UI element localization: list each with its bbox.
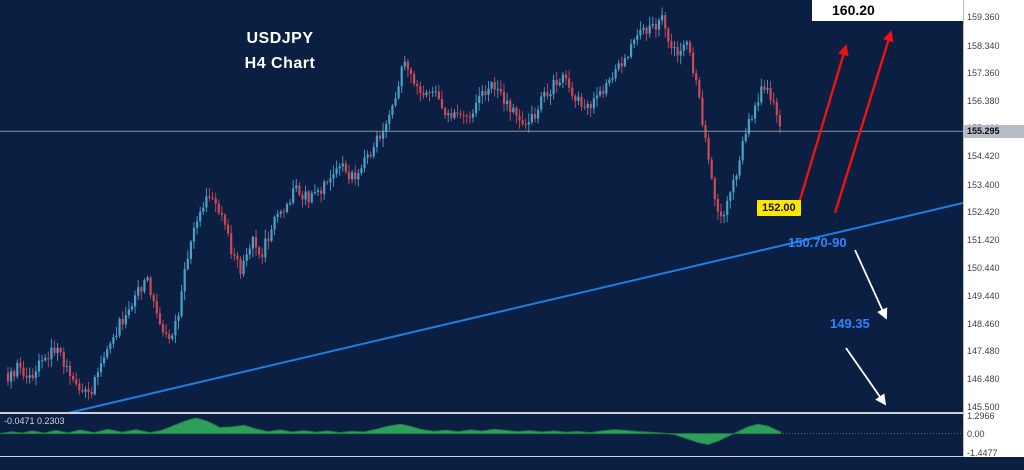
- bottom-bar: [0, 457, 1024, 470]
- candlestick-series: [6, 7, 781, 400]
- bottom-separator: [0, 456, 1024, 457]
- indicator-axis-label: -1.4477: [967, 448, 998, 459]
- price-axis-label: 150.440: [967, 262, 1000, 273]
- panel-separator[interactable]: [0, 412, 1024, 414]
- price-axis-label: 157.360: [967, 68, 1000, 79]
- price-axis-label: 156.380: [967, 95, 1000, 106]
- upper-target-text: 160.20: [832, 2, 875, 18]
- timeframe-label: H4 Chart: [244, 55, 316, 72]
- bearish-arrow: [854, 249, 888, 320]
- oscillator-chart: [0, 417, 963, 446]
- support-trendline[interactable]: [0, 202, 963, 412]
- bearish-arrow: [845, 347, 887, 406]
- price-axis-label: 148.460: [967, 318, 1000, 329]
- upper-target-chip: 160.20: [812, 0, 963, 21]
- price-axis-label: 145.500: [967, 401, 1000, 412]
- main-chart-area[interactable]: USDJPY H4 Chart 160.20 152.00 150.70-90 …: [0, 0, 963, 412]
- oscillator-area: [1, 417, 782, 446]
- price-axis-label: 149.440: [967, 291, 1000, 302]
- indicator-panel[interactable]: -0.0471 0.2303: [0, 414, 963, 456]
- bullish-arrow: [795, 44, 849, 211]
- price-axis-label: 158.340: [967, 40, 1000, 51]
- indicator-values: -0.0471 0.2303: [4, 416, 65, 426]
- bullish-arrow: [833, 30, 894, 214]
- price-axis-label: 146.480: [967, 374, 1000, 385]
- candlestick-chart[interactable]: [0, 0, 963, 412]
- breakout-level-chip: 152.00: [757, 200, 801, 216]
- price-axis-label: 147.480: [967, 346, 1000, 357]
- symbol-label: USDJPY: [246, 30, 314, 47]
- price-axis-label: 153.400: [967, 179, 1000, 190]
- support-zone-label: 150.70-90: [788, 235, 847, 250]
- indicator-axis-label: 0.00: [967, 428, 985, 439]
- chart-title: USDJPY H4 Chart: [215, 26, 345, 76]
- indicator-axis-label: 1.2966: [967, 411, 995, 422]
- price-axis-label: 151.420: [967, 235, 1000, 246]
- breakout-level-text: 152.00: [762, 202, 796, 214]
- lower-target-label: 149.35: [830, 316, 870, 331]
- price-axis-label: 152.420: [967, 207, 1000, 218]
- price-axis-label: 159.360: [967, 11, 1000, 22]
- price-axis[interactable]: 159.360158.340157.360156.380155.400154.4…: [963, 0, 1024, 459]
- price-axis-label: 154.420: [967, 150, 1000, 161]
- current-price-tag: 155.295: [964, 124, 1024, 138]
